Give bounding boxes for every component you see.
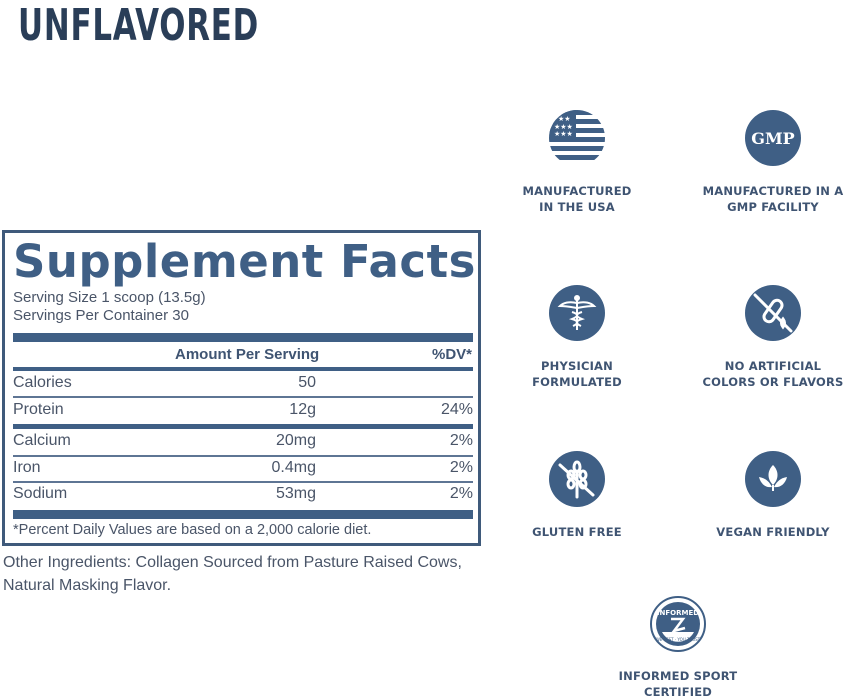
svg-text:INFORMED: INFORMED [657, 609, 699, 617]
nutrient-name: Iron [13, 459, 41, 476]
badge-label: COLORS OR FLAVORS [702, 375, 844, 389]
nutrient-name: Calcium [13, 432, 71, 449]
svg-text:WE TEST · YOU TRUST: WE TEST · YOU TRUST [656, 637, 701, 642]
badge-label: CERTIFIED [643, 685, 713, 699]
badge-made-in-usa: ★★ ★★★ ★★★ MANUFACTURED IN THE USA [492, 110, 662, 215]
nutrient-amount: 12g [289, 401, 316, 418]
nutrient-amount: 53mg [275, 485, 316, 502]
divider-medium [13, 367, 473, 371]
dv-header: %DV* [431, 346, 472, 363]
badge-label: FORMULATED [532, 375, 622, 389]
badge-label: GLUTEN FREE [532, 525, 622, 539]
product-flavor-title: UNFLAVORED [18, 0, 260, 51]
nutrient-amount: 0.4mg [271, 459, 316, 476]
serving-size: Serving Size 1 scoop (13.5g) [13, 289, 206, 306]
divider-thin [13, 481, 473, 483]
vegan-leaf-icon [745, 451, 801, 507]
badge-label: NO ARTIFICIAL [724, 359, 822, 373]
svg-text:★★: ★★ [558, 115, 571, 123]
divider-medium [13, 424, 473, 429]
usa-flag-icon: ★★ ★★★ ★★★ [549, 110, 605, 166]
serving-info: Serving Size 1 scoop (13.5g) Servings Pe… [13, 289, 206, 325]
amount-per-serving-header: Amount Per Serving [175, 346, 320, 363]
caduceus-icon [549, 285, 605, 341]
badge-label: MANUFACTURED IN A [702, 184, 844, 198]
svg-text:★★★: ★★★ [554, 130, 573, 138]
badge-label: INFORMED SPORT [618, 669, 738, 683]
badge-gluten-free: GLUTEN FREE [492, 451, 662, 540]
divider-thin [13, 396, 473, 398]
badge-label: GMP FACILITY [727, 200, 819, 214]
nutrient-name: Protein [13, 401, 64, 418]
nutrient-amount: 50 [298, 374, 316, 391]
badge-gmp-facility: GMP MANUFACTURED IN A GMP FACILITY [688, 110, 846, 215]
badge-label: IN THE USA [539, 200, 615, 214]
nutrient-dv: 2% [449, 459, 473, 476]
informed-sport-icon: INFORMED WE TEST · YOU TRUST [650, 596, 706, 652]
supplement-facts-heading: Supplement Facts [13, 235, 476, 288]
nutrient-name: Calories [13, 374, 72, 391]
servings-per-container: Servings Per Container 30 [13, 307, 189, 324]
gluten-free-icon [549, 451, 605, 507]
daily-value-footnote: *Percent Daily Values are based on a 2,0… [13, 522, 372, 538]
badge-no-artificial: NO ARTIFICIAL COLORS OR FLAVORS [688, 285, 846, 390]
nutrient-dv: 2% [449, 485, 473, 502]
badge-vegan-friendly: VEGAN FRIENDLY [688, 451, 846, 540]
nutrient-row: Calories 50 [13, 371, 473, 395]
nutrient-row: Calcium 20mg 2% [13, 429, 473, 453]
nutrient-name: Sodium [13, 485, 68, 502]
badge-label: MANUFACTURED [522, 184, 632, 198]
badge-informed-sport: INFORMED WE TEST · YOU TRUST INFORMED SP… [593, 596, 763, 700]
nutrient-row: Sodium 53mg 2% [13, 482, 473, 506]
divider-thick [13, 333, 473, 342]
badge-label: VEGAN FRIENDLY [716, 525, 830, 539]
badge-physician-formulated: PHYSICIAN FORMULATED [492, 285, 662, 390]
divider-thick [13, 510, 473, 519]
gmp-icon: GMP [745, 110, 801, 166]
other-ingredients: Other Ingredients: Collagen Sourced from… [3, 554, 462, 594]
gmp-icon-text: GMP [751, 128, 795, 148]
no-artificial-icon [745, 285, 801, 341]
nutrient-amount: 20mg [275, 432, 316, 449]
svg-text:★★★: ★★★ [554, 123, 573, 131]
nutrient-dv: 2% [449, 432, 473, 449]
nutrient-row: Protein 12g 24% [13, 398, 473, 422]
supplement-facts-panel: Supplement Facts Serving Size 1 scoop (1… [2, 230, 481, 546]
badge-label: PHYSICIAN [541, 359, 613, 373]
divider-thin [13, 455, 473, 457]
nutrient-row: Iron 0.4mg 2% [13, 456, 473, 480]
nutrient-dv: 24% [440, 401, 473, 418]
